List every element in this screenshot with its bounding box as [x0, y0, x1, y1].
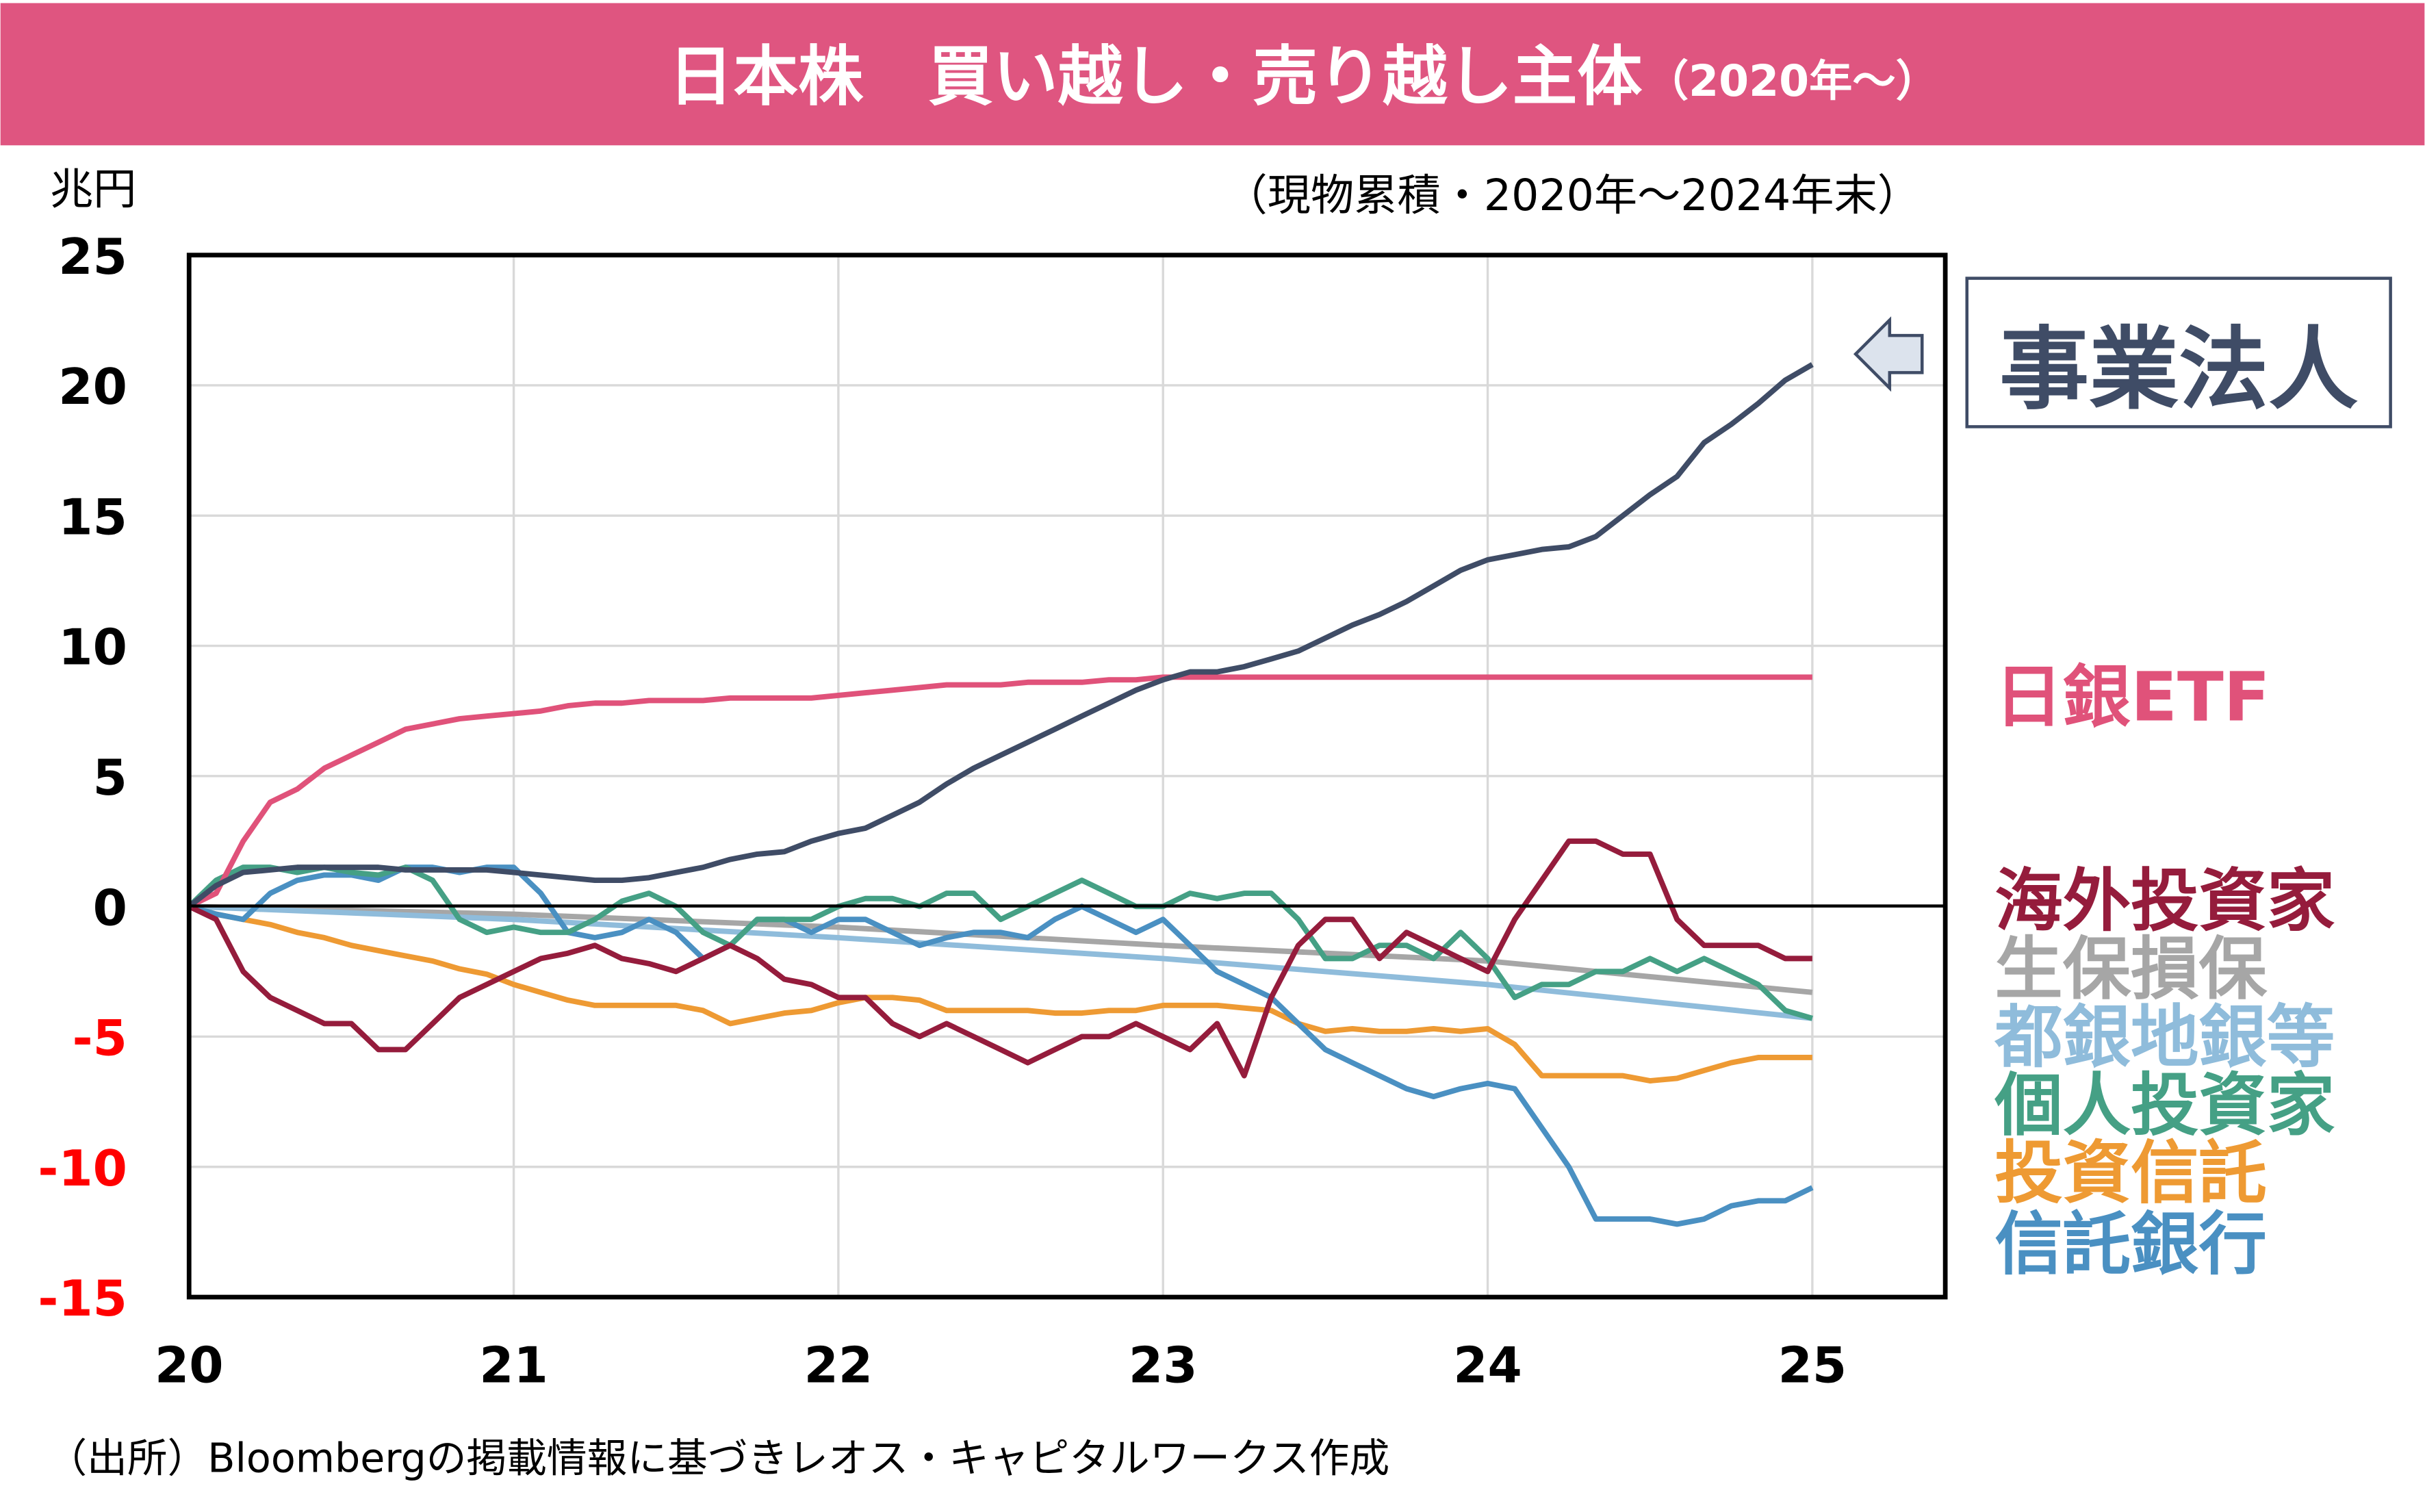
chart-title: 日本株 買い越し・売り越し主体 [669, 40, 1643, 115]
x-tick-label: 23 [1129, 1337, 1198, 1394]
corporations-label: 事業法人 [1999, 317, 2358, 422]
series-lines [187, 362, 1814, 1227]
arrow-left-icon [1853, 316, 1924, 392]
y-tick-label: 0 [93, 880, 127, 937]
legend-individuals: 個人投資家 [1994, 1066, 2335, 1145]
x-tick-label: 25 [1778, 1337, 1847, 1394]
y-tick-label: -10 [38, 1140, 127, 1198]
x-axis-ticks: 20 21 22 23 24 25 [155, 1337, 1847, 1394]
legend-investment-trusts: 投資信託 [1994, 1134, 2267, 1213]
boj-etf-label: 日銀ETF [1994, 658, 2270, 737]
chart-title-suffix: （2020年〜） [1645, 55, 1939, 106]
y-tick-label: 5 [93, 749, 127, 807]
x-tick-label: 24 [1453, 1337, 1522, 1394]
gridlines [188, 253, 1946, 1298]
y-tick-label: -5 [73, 1010, 127, 1068]
x-tick-label: 20 [155, 1337, 224, 1394]
y-tick-label: 10 [58, 619, 127, 677]
y-tick-label: -15 [38, 1270, 127, 1328]
series-line-3 [189, 904, 1813, 995]
y-axis-ticks: 25 20 15 10 5 0 -5 -10 -15 [38, 229, 127, 1328]
legend-city-regional-banks: 都銀地銀等 [1994, 998, 2335, 1077]
series-line-1 [188, 674, 1812, 909]
source-note: （出所）Bloombergの掲載情報に基づきレオス・キャピタルワークス作成 [47, 1434, 1389, 1481]
legend-foreign-investors: 海外投資家 [1994, 862, 2335, 941]
y-tick-label: 25 [58, 229, 127, 286]
x-tick-label: 21 [479, 1337, 548, 1394]
series-line-0 [187, 362, 1814, 909]
unit-label: 兆円 [50, 164, 136, 214]
subtitle: （現物累積・2020年〜2024年末） [1224, 170, 1921, 220]
y-tick-label: 15 [58, 489, 127, 546]
x-tick-label: 22 [804, 1337, 873, 1394]
plot-frame [186, 253, 1948, 1300]
series-line-2 [188, 838, 1812, 1079]
legend-insurers: 生保損保 [1994, 930, 2268, 1009]
corporations-label-box [1965, 277, 2392, 428]
title-bar [0, 3, 2425, 146]
series-line-5 [187, 864, 1813, 1021]
legend-trust-banks: 信託銀行 [1994, 1205, 2267, 1284]
series-line-6 [188, 904, 1812, 1084]
y-tick-label: 20 [58, 359, 127, 416]
legend: 海外投資家 生保損保 都銀地銀等 個人投資家 投資信託 信託銀行 [1994, 862, 2335, 1284]
